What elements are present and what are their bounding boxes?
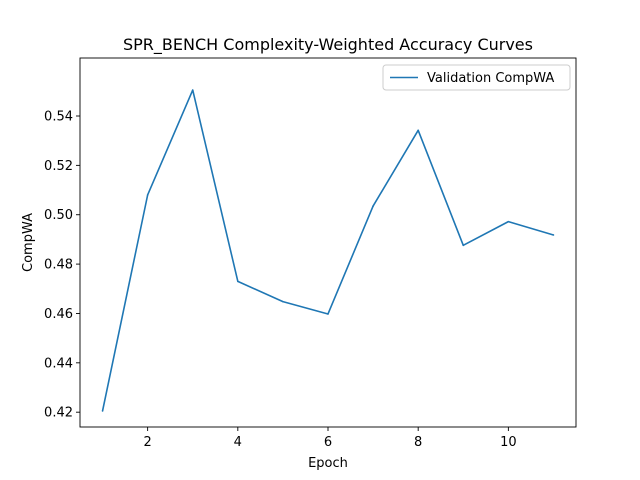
data-point — [462, 244, 465, 247]
x-tick-label: 2 — [143, 435, 151, 450]
data-point — [327, 313, 329, 315]
y-tick-label: 0.46 — [44, 307, 73, 322]
y-tick-label: 0.54 — [44, 110, 73, 125]
data-point — [417, 129, 419, 132]
data-point — [237, 280, 239, 283]
data-point — [282, 300, 284, 303]
y-tick-label: 0.50 — [44, 208, 73, 223]
y-tick-label: 0.48 — [44, 258, 73, 273]
y-axis: 0.42 0.44 0.46 0.48 0.50 0.52 0.54 — [44, 110, 80, 421]
x-tick-label: 8 — [414, 435, 422, 450]
x-axis-label: Epoch — [308, 456, 348, 471]
x-tick-label: 10 — [500, 435, 517, 450]
x-tick-label: 4 — [234, 435, 242, 450]
data-point — [372, 205, 374, 207]
chart-title: SPR_BENCH Complexity-Weighted Accuracy C… — [123, 35, 533, 55]
y-tick-label: 0.52 — [44, 159, 73, 174]
data-point — [191, 89, 194, 91]
x-axis: 2 4 6 8 10 — [143, 427, 517, 450]
data-point — [552, 234, 555, 236]
data-point — [507, 220, 510, 223]
y-tick-label: 0.44 — [44, 356, 73, 371]
y-tick-label: 0.42 — [44, 406, 73, 421]
x-tick-label: 6 — [324, 435, 332, 450]
legend: Validation CompWA — [382, 64, 571, 91]
plot-background — [80, 58, 576, 427]
y-axis-label: CompWA — [21, 213, 36, 272]
legend-entry-validation-compwa: Validation CompWA — [427, 71, 554, 86]
data-point — [146, 194, 149, 196]
legend-frame — [382, 64, 571, 91]
plot-area — [79, 57, 577, 428]
data-point — [101, 410, 104, 412]
